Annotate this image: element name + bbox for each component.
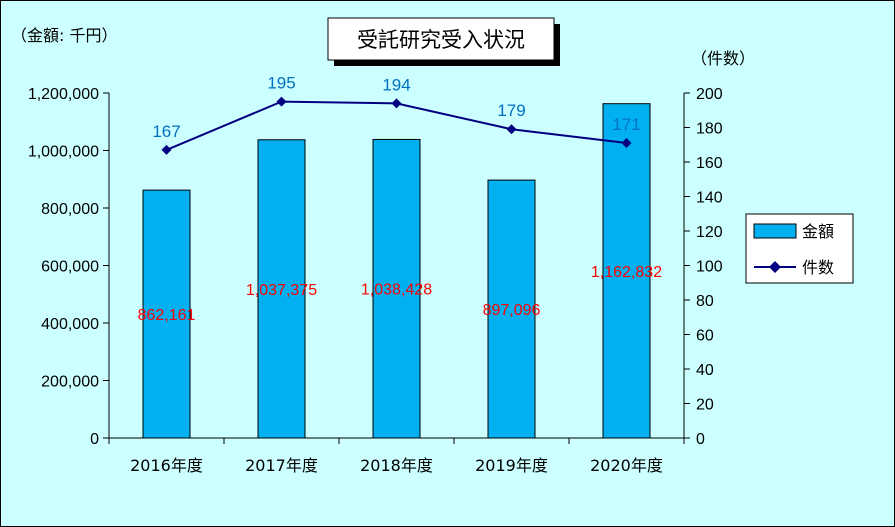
right-axis-tick-label: 100 [696, 259, 723, 276]
x-axis-category-label: 2019年度 [475, 456, 548, 475]
x-axis-category-label: 2020年度 [590, 456, 663, 475]
left-axis-tick-label: 800,000 [41, 201, 99, 218]
right-axis-tick-label: 180 [696, 121, 723, 138]
left-axis-tick-label: 600,000 [41, 259, 99, 276]
legend-label-count: 件数 [802, 258, 834, 277]
right-axis-tick-label: 140 [696, 190, 723, 207]
right-axis-tick-label: 60 [696, 328, 714, 345]
legend-bar-swatch [753, 223, 797, 239]
x-axis: 2016年度 2017年度 2018年度 2019年度 2020年度 [108, 437, 685, 475]
left-axis-tick-label: 1,000,000 [28, 144, 99, 161]
right-axis: 0 20 40 60 80 100 120 140 160 180 200 [683, 86, 723, 448]
amount-data-label: 897,096 [483, 302, 541, 319]
x-axis-category-label: 2016年度 [130, 456, 203, 475]
count-data-label: 171 [612, 115, 640, 134]
bar [257, 139, 306, 439]
bar-series [142, 103, 651, 439]
x-axis-category-label: 2018年度 [360, 456, 433, 475]
count-data-label: 195 [267, 74, 295, 93]
right-axis-tick-label: 160 [696, 155, 723, 172]
count-point [506, 124, 517, 135]
count-point [621, 138, 632, 149]
bar [142, 189, 191, 439]
left-axis-unit-label: （金額: 千円） [11, 26, 117, 45]
right-axis-tick-label: 80 [696, 293, 714, 310]
title-background [327, 17, 555, 61]
right-axis-tick-label: 40 [696, 362, 714, 379]
left-axis-tick-label: 200,000 [41, 374, 99, 391]
count-data-label: 179 [497, 101, 525, 120]
right-axis-tick-label: 20 [696, 397, 714, 414]
bar [602, 103, 651, 439]
right-axis-tick-label: 200 [696, 86, 723, 103]
left-axis-tick-label: 0 [90, 431, 99, 448]
bar [372, 138, 421, 439]
legend: 金額 件数 [745, 213, 854, 284]
count-data-label: 167 [152, 122, 180, 141]
right-axis-unit-label: （件数） [691, 49, 755, 68]
amount-data-label: 862,161 [138, 307, 196, 324]
amount-data-label: 1,037,375 [246, 282, 317, 299]
amount-data-label: 1,162,832 [591, 264, 662, 281]
count-point [276, 96, 287, 107]
count-data-label: 194 [382, 75, 410, 94]
left-axis: 0 200,000 400,000 600,000 800,000 1,000,000 1,… [28, 86, 110, 448]
line-series [161, 96, 632, 155]
right-axis-tick-label: 120 [696, 224, 723, 241]
legend-label-amount: 金額 [802, 222, 834, 241]
chart-title: 受託研究受入状況 [357, 28, 525, 52]
left-axis-tick-label: 1,200,000 [28, 86, 99, 103]
amount-data-label: 1,038,428 [361, 282, 432, 299]
data-labels: 862,161 1,037,375 1,038,428 897,096 1,162,83… [138, 74, 663, 324]
x-axis-category-label: 2017年度 [245, 456, 318, 475]
legend-diamond-marker [769, 261, 781, 273]
count-point [161, 144, 172, 155]
right-axis-tick-label: 0 [696, 431, 705, 448]
left-axis-tick-label: 400,000 [41, 316, 99, 333]
count-point [391, 98, 402, 109]
chart-title-box: 受託研究受入状況 [327, 17, 560, 66]
bar [487, 179, 536, 439]
